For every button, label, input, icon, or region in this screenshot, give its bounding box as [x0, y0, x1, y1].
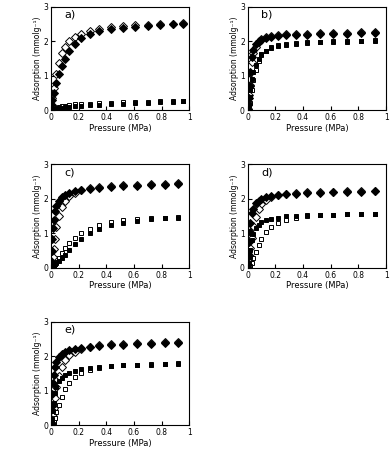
Text: d): d): [261, 167, 273, 177]
X-axis label: Pressure (MPa): Pressure (MPa): [89, 439, 152, 448]
Text: c): c): [65, 167, 75, 177]
X-axis label: Pressure (MPa): Pressure (MPa): [285, 124, 348, 132]
Text: b): b): [261, 10, 273, 20]
X-axis label: Pressure (MPa): Pressure (MPa): [89, 124, 152, 132]
Text: a): a): [65, 10, 76, 20]
Y-axis label: Adsorption (mmolg⁻¹): Adsorption (mmolg⁻¹): [33, 17, 42, 101]
X-axis label: Pressure (MPa): Pressure (MPa): [285, 281, 348, 290]
X-axis label: Pressure (MPa): Pressure (MPa): [89, 281, 152, 290]
Y-axis label: Adsorption (mmolg⁻¹): Adsorption (mmolg⁻¹): [33, 174, 42, 258]
Y-axis label: Adsorption (mmolg⁻¹): Adsorption (mmolg⁻¹): [230, 174, 239, 258]
Text: e): e): [65, 325, 76, 335]
Y-axis label: Adsorption (mmolg⁻¹): Adsorption (mmolg⁻¹): [33, 332, 42, 415]
Y-axis label: Adsorption (mmolg⁻¹): Adsorption (mmolg⁻¹): [230, 17, 239, 101]
